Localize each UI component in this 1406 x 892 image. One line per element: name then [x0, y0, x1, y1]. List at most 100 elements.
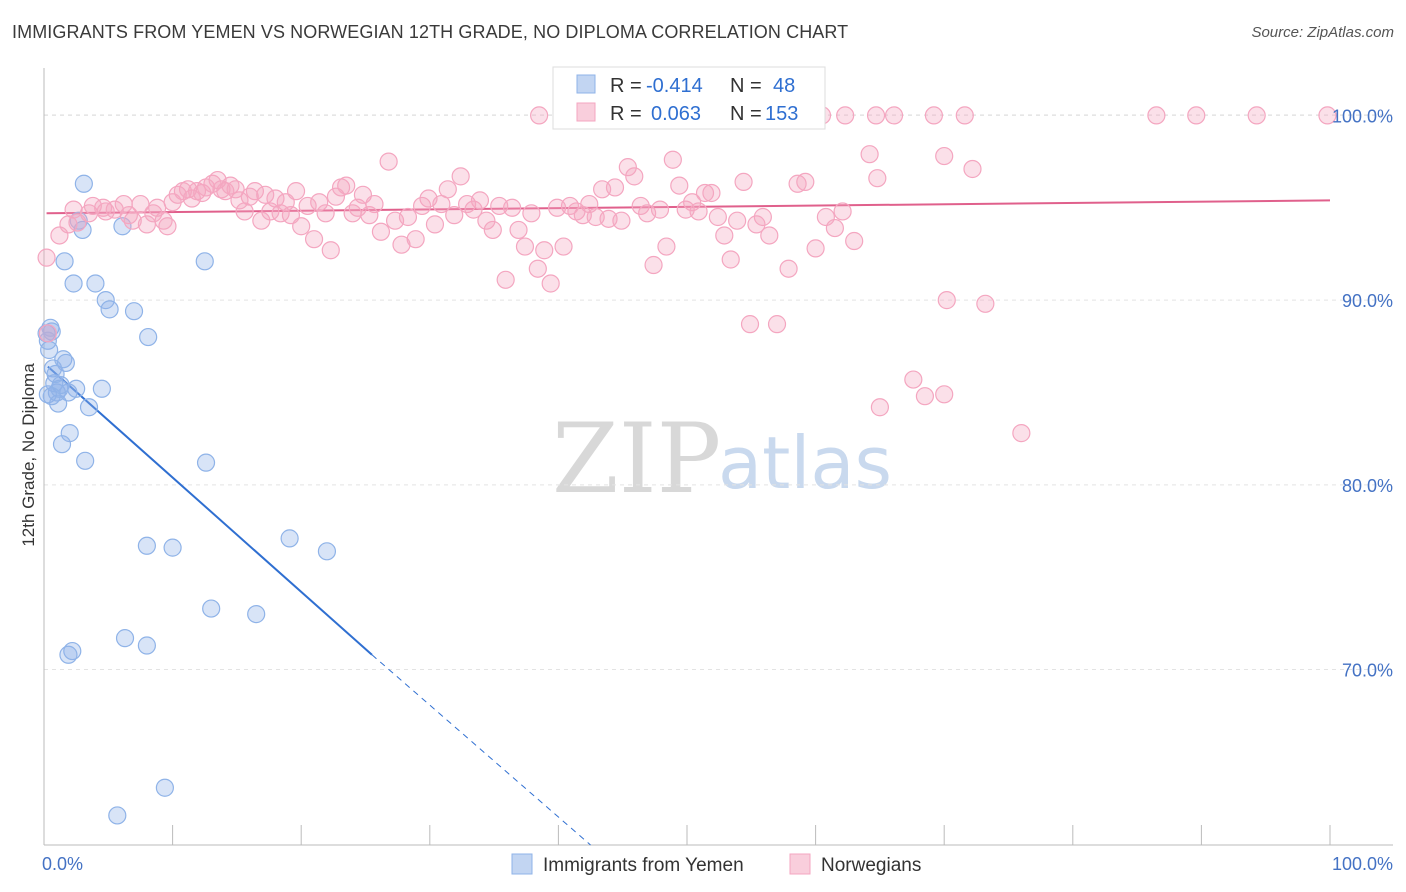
point-0-9 [56, 353, 75, 373]
point-1-102 [644, 255, 663, 275]
legend-swatch-yemen [576, 74, 596, 94]
point-0-20 [86, 274, 105, 293]
point-1-122 [767, 315, 787, 334]
point-1-117 [740, 315, 760, 334]
bottom-legend: Immigrants from Yemen Norwegians [511, 853, 921, 876]
point-1-116 [734, 172, 753, 192]
point-1-99 [625, 167, 644, 186]
point-0-31 [202, 599, 221, 618]
point-1-52 [326, 187, 346, 206]
trend-line-1 [46, 199, 1331, 215]
point-1-83 [522, 204, 541, 223]
point-1-76 [477, 211, 496, 230]
y-tick-label-0: 100.0% [1332, 106, 1393, 126]
point-1-150 [1187, 106, 1206, 125]
point-1-140 [870, 398, 890, 417]
watermark: ZIP atlas [552, 403, 892, 515]
point-1-71 [445, 206, 464, 225]
point-1-104 [657, 237, 676, 256]
point-1-39 [256, 185, 275, 204]
watermark-zip: ZIP [552, 403, 721, 515]
point-0-40 [108, 806, 127, 825]
chart-title: IMMIGRANTS FROM YEMEN VS NORWEGIAN 12TH … [12, 22, 849, 42]
point-0-28 [163, 538, 182, 557]
point-0-27 [139, 327, 158, 347]
point-0-30 [196, 453, 216, 472]
legend-r-value-norwegians: 0.063 [651, 103, 701, 125]
data-points [37, 106, 1337, 825]
point-0-12 [52, 435, 72, 454]
point-1-103 [650, 200, 670, 219]
legend-r-value-yemen: -0.414 [646, 75, 703, 97]
bottom-legend-swatch-yemen [511, 853, 533, 875]
point-1-88 [554, 237, 573, 256]
bottom-legend-label-yemen: Immigrants from Yemen [543, 855, 744, 876]
point-1-145 [866, 106, 886, 125]
point-1-34 [230, 191, 249, 210]
bottom-legend-swatch-norwegians [789, 853, 811, 875]
point-1-44 [281, 206, 301, 225]
point-1-138 [1012, 424, 1031, 443]
point-1-81 [509, 220, 528, 240]
legend-box [552, 66, 826, 130]
point-1-152 [1318, 106, 1337, 125]
point-1-66 [412, 196, 432, 216]
point-0-36 [59, 645, 78, 664]
point-1-131 [868, 169, 887, 188]
point-1-86 [541, 274, 560, 293]
axes [43, 68, 1393, 846]
point-1-121 [779, 259, 798, 278]
point-1-65 [406, 230, 425, 249]
point-1-47 [298, 196, 317, 216]
point-1-148 [955, 106, 974, 125]
point-1-141 [530, 106, 549, 125]
point-1-135 [915, 387, 935, 406]
point-0-6 [49, 394, 68, 413]
point-1-58 [360, 206, 379, 225]
point-1-82 [515, 237, 535, 256]
point-1-108 [683, 193, 702, 212]
point-1-61 [379, 152, 398, 171]
point-1-112 [708, 207, 727, 227]
point-1-59 [365, 194, 384, 214]
point-1-74 [464, 200, 483, 219]
point-1-124 [796, 172, 815, 192]
point-0-37 [115, 629, 135, 648]
legend-n-value-yemen: 48 [773, 75, 795, 97]
y-axis-label: 12th Grade, No Diploma [19, 363, 38, 547]
point-0-33 [280, 529, 299, 548]
point-1-118 [747, 215, 766, 234]
y-tick-labels: 100.0% 90.0% 80.0% 70.0% [1332, 106, 1393, 680]
point-1-49 [310, 193, 329, 212]
point-1-130 [860, 145, 879, 164]
point-1-1 [38, 324, 57, 343]
point-0-13 [64, 274, 83, 293]
point-1-9 [96, 202, 115, 221]
point-1-105 [663, 150, 682, 169]
trend-line-extension-0 [371, 654, 591, 846]
legend-n-value-norwegians: 153 [765, 103, 798, 125]
source-label: Source: ZipAtlas.com [1251, 24, 1394, 41]
x-tick-label-0: 0.0% [42, 854, 83, 874]
point-1-0 [37, 248, 56, 267]
point-1-85 [535, 241, 554, 260]
point-0-16 [76, 451, 95, 470]
point-1-120 [760, 226, 779, 245]
point-0-19 [79, 398, 99, 417]
point-1-136 [937, 291, 956, 310]
point-0-29 [195, 252, 214, 271]
point-1-79 [496, 270, 515, 289]
point-1-97 [612, 211, 631, 230]
legend-n-label-yemen: N = [730, 75, 762, 97]
point-1-54 [337, 176, 356, 195]
point-1-139 [935, 385, 954, 404]
legend-r-label-yemen: R = [610, 75, 642, 97]
point-1-137 [976, 294, 995, 313]
point-1-64 [398, 207, 418, 227]
legend: R = -0.414 N = 48 R = 0.063 N = 153 [552, 66, 826, 130]
point-1-132 [963, 159, 982, 179]
point-1-133 [935, 146, 954, 166]
point-1-50 [316, 204, 335, 223]
point-0-23 [100, 300, 119, 319]
point-1-23 [178, 180, 198, 199]
